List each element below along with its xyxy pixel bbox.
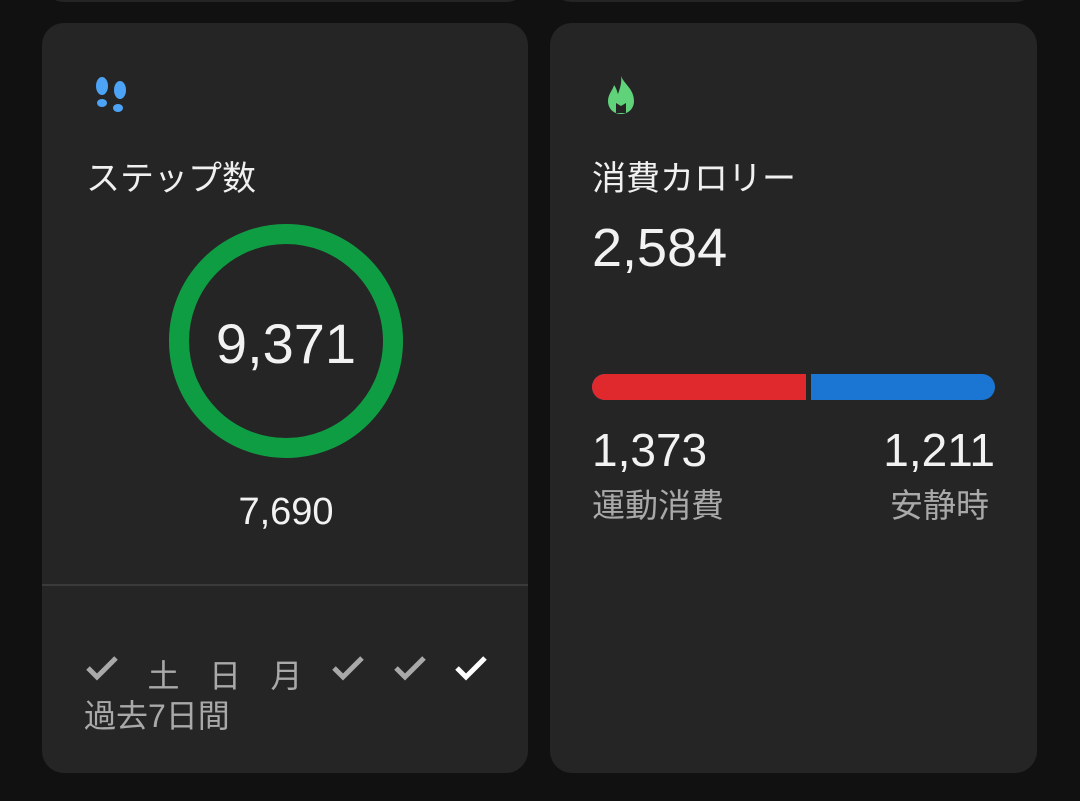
resting-calories-value: 1,211	[883, 424, 995, 476]
active-calories-value: 1,373	[592, 424, 708, 476]
divider	[42, 584, 528, 586]
steps-ring-fill	[169, 224, 403, 458]
day-label: 月	[270, 658, 303, 694]
card-above-left[interactable]	[42, 0, 528, 2]
active-calories-label: 運動消費	[592, 487, 724, 524]
steps-progress-ring	[169, 224, 403, 458]
check-icon	[455, 656, 487, 681]
steps-card[interactable]: ステップ数 9,371 7,690 土日月 過去7日間	[42, 23, 528, 773]
footprints-icon	[96, 77, 126, 112]
active-calories-segment	[592, 374, 811, 400]
check-icon	[393, 656, 426, 681]
check-icon	[332, 656, 364, 681]
flame-icon	[608, 76, 634, 114]
day-label: 土	[147, 658, 180, 694]
check-icon	[86, 656, 118, 681]
card-above-right[interactable]	[550, 0, 1037, 2]
steps-title: ステップ数	[86, 160, 256, 198]
calories-total: 2,584	[592, 218, 728, 278]
calories-card[interactable]: 消費カロリー 2,584 1,373 運動消費 1,211 安静時	[550, 23, 1037, 773]
steps-value: 9,371	[215, 312, 357, 375]
steps-goal: 7,690	[238, 491, 334, 533]
period-label: 過去7日間	[84, 698, 230, 734]
calories-title: 消費カロリー	[592, 160, 796, 198]
day-label: 日	[208, 658, 241, 694]
calories-bar	[592, 374, 995, 400]
resting-calories-label: 安静時	[890, 487, 989, 524]
